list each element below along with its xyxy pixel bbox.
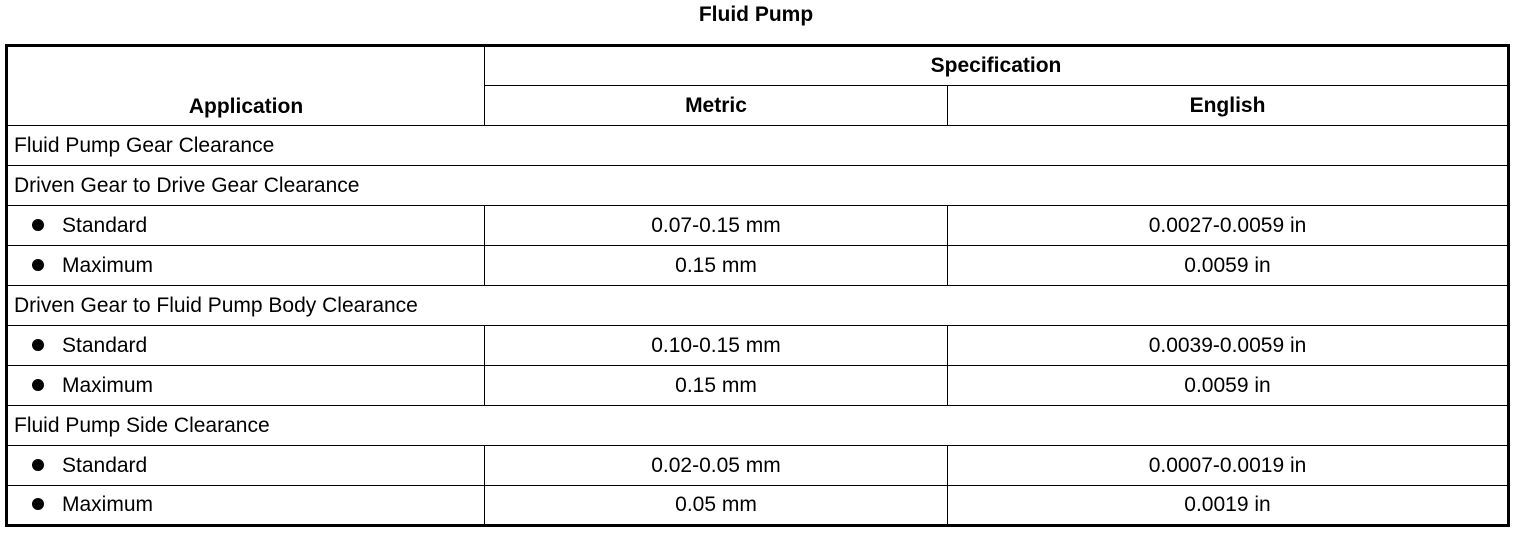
label-text: Maximum — [62, 253, 154, 277]
group-cell: Driven Gear to Drive Gear Clearance — [5, 165, 1510, 206]
label-text: Standard — [62, 213, 148, 237]
header-cell: Application — [6, 45, 485, 126]
bullet — [32, 218, 44, 231]
metric-cell: 0.02-0.05 mm — [484, 445, 948, 486]
header-row: Metric English — [7, 85, 1510, 126]
table-row: Standard 0.02-0.05 mm 0.0007-0.0019 in — [6, 445, 1510, 486]
metric-cell: 0.10-0.15 mm — [484, 325, 948, 366]
table-row: Driven Gear to Fluid Pump Body Clearance — [5, 285, 1510, 326]
label-cell: Standard — [6, 445, 485, 486]
bullet — [32, 498, 44, 510]
title: Fluid Pump — [698, 3, 814, 26]
metric-cell: 0.15 mm — [484, 365, 948, 406]
group-cell: Fluid Pump Gear Clearance — [5, 125, 1510, 166]
label-text: Maximum — [62, 373, 154, 397]
english-cell: 0.0059 in — [946, 245, 1510, 286]
header-row: Application Specification — [6, 45, 1510, 126]
table-row: Standard 0.07-0.15 mm 0.0027-0.0059 in — [6, 205, 1510, 246]
label-cell: Maximum — [6, 485, 485, 526]
spec-table: Application Specification Metric English… — [5, 44, 1511, 527]
bullet — [32, 258, 44, 271]
header-cell: Metric — [484, 85, 948, 126]
label-text: Standard — [62, 453, 148, 477]
english-cell: 0.0059 in — [946, 365, 1510, 406]
table-body: Fluid Pump Gear Clearance Driven Gear to … — [5, 125, 1510, 526]
label-cell: Standard — [6, 325, 485, 366]
table-row: Fluid Pump Gear Clearance — [5, 125, 1510, 166]
label-cell: Standard — [6, 205, 485, 246]
header-cell: English — [946, 85, 1510, 126]
metric-cell: 0.07-0.15 mm — [484, 205, 948, 246]
table-row: Maximum 0.15 mm 0.0059 in — [6, 245, 1510, 286]
english-cell: 0.0019 in — [946, 485, 1510, 526]
bullet — [32, 378, 44, 391]
label-cell: Maximum — [6, 245, 485, 286]
table-row: Maximum 0.05 mm 0.0019 in — [6, 485, 1510, 526]
bullet — [32, 458, 44, 471]
english-cell: 0.0027-0.0059 in — [946, 205, 1510, 246]
bullet — [32, 338, 44, 351]
table-row: Driven Gear to Drive Gear Clearance — [5, 165, 1510, 206]
label-text: Maximum — [62, 493, 154, 516]
english-cell: 0.0039-0.0059 in — [946, 325, 1510, 366]
metric-cell: 0.15 mm — [484, 245, 948, 286]
label-cell: Maximum — [6, 365, 485, 406]
header-cell: Specification — [483, 45, 1510, 86]
table-header: Application Specification Metric English — [6, 45, 1510, 126]
english-cell: 0.0007-0.0019 in — [946, 445, 1510, 486]
group-cell: Driven Gear to Fluid Pump Body Clearance — [5, 285, 1510, 326]
group-cell: Fluid Pump Side Clearance — [5, 405, 1510, 446]
table-row: Maximum 0.15 mm 0.0059 in — [6, 365, 1510, 406]
label-text: Standard — [62, 333, 148, 357]
table-row: Fluid Pump Side Clearance — [5, 405, 1510, 446]
table-row: Standard 0.10-0.15 mm 0.0039-0.0059 in — [6, 325, 1510, 366]
metric-cell: 0.05 mm — [484, 485, 948, 526]
